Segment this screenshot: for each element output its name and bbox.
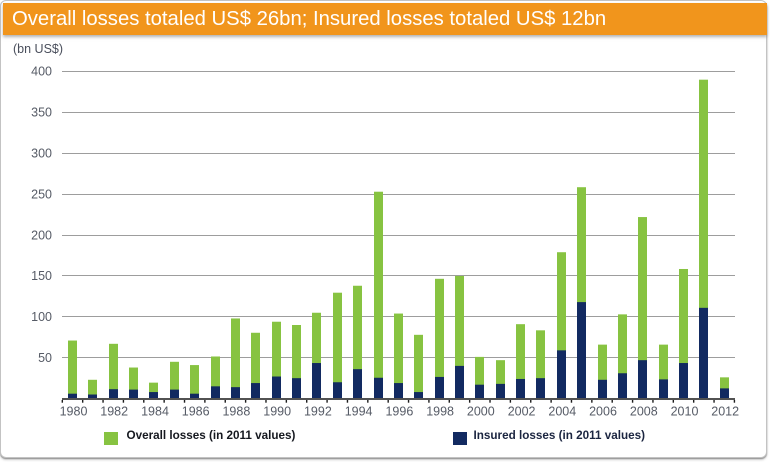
svg-text:1984: 1984 — [141, 405, 169, 419]
svg-text:400: 400 — [31, 65, 52, 79]
svg-text:100: 100 — [31, 310, 52, 324]
svg-text:1988: 1988 — [222, 405, 250, 419]
svg-text:1996: 1996 — [385, 405, 413, 419]
svg-text:50: 50 — [38, 351, 52, 365]
svg-text:1998: 1998 — [426, 405, 454, 419]
svg-text:2008: 2008 — [630, 405, 658, 419]
svg-text:2004: 2004 — [548, 405, 576, 419]
svg-text:1990: 1990 — [263, 405, 291, 419]
svg-text:1994: 1994 — [345, 405, 373, 419]
svg-text:2012: 2012 — [711, 405, 739, 419]
svg-text:300: 300 — [31, 147, 52, 161]
svg-text:150: 150 — [31, 269, 52, 283]
svg-text:200: 200 — [31, 228, 52, 242]
svg-text:2002: 2002 — [508, 405, 536, 419]
svg-text:1980: 1980 — [60, 405, 88, 419]
svg-text:1986: 1986 — [182, 405, 210, 419]
svg-text:1982: 1982 — [100, 405, 128, 419]
svg-text:2010: 2010 — [671, 405, 699, 419]
svg-text:2006: 2006 — [589, 405, 617, 419]
svg-text:350: 350 — [31, 106, 52, 120]
svg-text:2000: 2000 — [467, 405, 495, 419]
svg-text:1992: 1992 — [304, 405, 332, 419]
svg-text:250: 250 — [31, 187, 52, 201]
